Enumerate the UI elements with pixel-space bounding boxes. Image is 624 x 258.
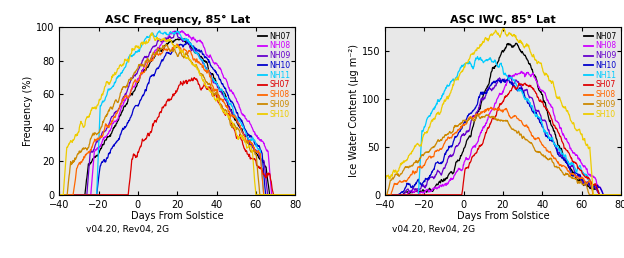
Title: ASC Frequency, 85° Lat: ASC Frequency, 85° Lat (105, 15, 250, 25)
X-axis label: Days From Solstice: Days From Solstice (457, 211, 549, 221)
Text: v04.20, Rev04, 2G: v04.20, Rev04, 2G (392, 225, 475, 234)
Legend: NH07, NH08, NH09, NH10, NH11, SH07, SH08, SH09, SH10: NH07, NH08, NH09, NH10, NH11, SH07, SH08… (583, 31, 617, 119)
Title: ASC IWC, 85° Lat: ASC IWC, 85° Lat (450, 15, 556, 25)
Text: v04.20, Rev04, 2G: v04.20, Rev04, 2G (86, 225, 170, 234)
Y-axis label: Ice Water Content (μg m⁻²): Ice Water Content (μg m⁻²) (349, 44, 359, 178)
Y-axis label: Frequency (%): Frequency (%) (23, 76, 33, 146)
X-axis label: Days From Solstice: Days From Solstice (131, 211, 223, 221)
Legend: NH07, NH08, NH09, NH10, NH11, SH07, SH08, SH09, SH10: NH07, NH08, NH09, NH10, NH11, SH07, SH08… (257, 31, 291, 119)
